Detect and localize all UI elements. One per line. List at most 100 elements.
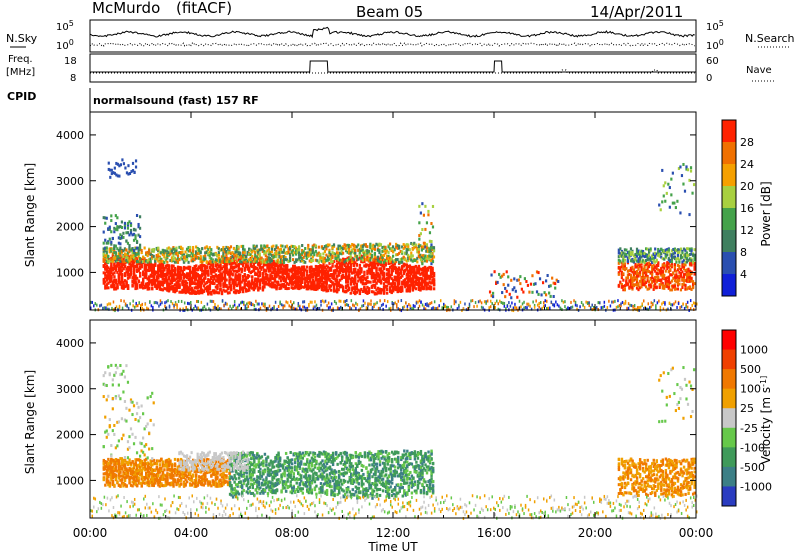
scatter-cell	[376, 258, 380, 262]
scatter-cell	[296, 272, 299, 276]
scatter-cell	[279, 285, 283, 289]
scatter-cell	[195, 271, 198, 275]
scatter-cell	[399, 289, 402, 293]
scatter-cell	[163, 267, 166, 271]
scatter-cell	[676, 287, 680, 291]
scatter-cell	[293, 273, 296, 277]
scatter-cell	[232, 278, 236, 282]
scatter-cell	[254, 253, 257, 257]
scatter-cell	[235, 260, 239, 264]
scatter-cell	[292, 273, 295, 277]
scatter-cell	[317, 286, 321, 290]
scatter-cell	[388, 261, 392, 265]
scatter-cell	[331, 244, 334, 248]
scatter-cell	[223, 260, 227, 264]
scatter-cell	[258, 272, 262, 276]
scatter-cell	[352, 268, 355, 272]
scatter-cell	[216, 287, 219, 291]
scatter-cell	[311, 255, 314, 259]
scatter-cell	[413, 258, 416, 262]
scatter-cell	[341, 275, 345, 279]
scatter-cell	[229, 262, 233, 266]
scatter-cell	[234, 248, 237, 252]
scatter-cell	[105, 260, 108, 264]
scatter-cell	[187, 260, 190, 264]
scatter-cell	[304, 281, 307, 285]
scatter-cell	[310, 259, 313, 263]
scatter-cell	[134, 251, 137, 255]
scatter-cell	[238, 260, 242, 264]
scatter-cell	[648, 257, 651, 261]
scatter-cell	[134, 237, 137, 241]
scatter-cell	[649, 247, 652, 251]
scatter-cell	[107, 276, 110, 280]
scatter-cell	[201, 260, 204, 264]
scatter-cell	[378, 273, 381, 277]
scatter-cell	[404, 251, 407, 255]
scatter-cell	[285, 275, 289, 279]
scatter-cell	[169, 252, 172, 256]
scatter-cell	[652, 259, 655, 263]
scatter-cell	[110, 276, 113, 280]
scatter-cell	[390, 289, 393, 293]
scatter-cell	[198, 256, 201, 260]
scatter-cell	[113, 166, 116, 170]
scatter-cell	[182, 290, 186, 294]
scatter-cell	[638, 270, 642, 274]
scatter-cell	[325, 245, 328, 249]
scatter-cell	[110, 258, 113, 262]
scatter-cell	[304, 252, 307, 256]
scatter-cell	[188, 287, 192, 291]
scatter-cell	[148, 264, 151, 268]
scatter-cell	[119, 265, 122, 269]
scatter-cell	[635, 251, 639, 255]
scatter-cell	[423, 281, 427, 285]
scatter-cell	[155, 275, 159, 279]
scatter-cell	[130, 170, 133, 174]
scatter-cell	[152, 268, 156, 272]
scatter-cell	[217, 260, 220, 264]
scatter-cell	[267, 258, 270, 262]
scatter-cell	[225, 284, 228, 288]
scatter-cell	[378, 275, 381, 279]
scatter-cell	[355, 287, 359, 291]
scatter-cell	[328, 284, 331, 288]
scatter-cell	[226, 251, 230, 255]
scatter-cell	[187, 249, 190, 253]
scatter-cell	[220, 248, 223, 252]
scatter-cell	[201, 273, 204, 277]
scatter-cell	[393, 259, 396, 263]
scatter-cell	[323, 288, 327, 292]
scatter-cell	[323, 257, 327, 261]
scatter-cell	[170, 249, 173, 253]
scatter-cell	[641, 275, 645, 279]
scatter-cell	[654, 260, 657, 264]
scatter-cell	[643, 251, 646, 255]
scatter-cell	[135, 240, 139, 244]
scatter-cell	[102, 216, 105, 220]
scatter-cell	[664, 269, 667, 273]
scatter-cell	[407, 243, 410, 247]
scatter-cell	[178, 272, 181, 276]
scatter-cell	[308, 259, 311, 263]
scatter-cell	[279, 257, 283, 261]
scatter-cell	[667, 280, 670, 284]
scatter-cell	[223, 250, 227, 254]
scatter-cell	[299, 253, 302, 257]
scatter-cell	[413, 241, 416, 245]
scatter-cell	[184, 283, 187, 287]
scatter-cell	[282, 285, 286, 289]
scatter-cell	[367, 264, 371, 268]
scatter-cell	[361, 278, 365, 282]
scatter-cell	[196, 273, 199, 277]
scatter-cell	[307, 251, 310, 255]
scatter-cell	[192, 257, 195, 261]
scatter-cell	[395, 287, 398, 291]
scatter-cell	[417, 287, 421, 291]
scatter-cell	[314, 275, 318, 279]
scatter-cell	[120, 261, 124, 265]
scatter-cell	[625, 248, 628, 252]
scatter-cell	[287, 249, 290, 253]
scatter-cell	[246, 289, 249, 293]
scatter-cell	[317, 245, 320, 249]
